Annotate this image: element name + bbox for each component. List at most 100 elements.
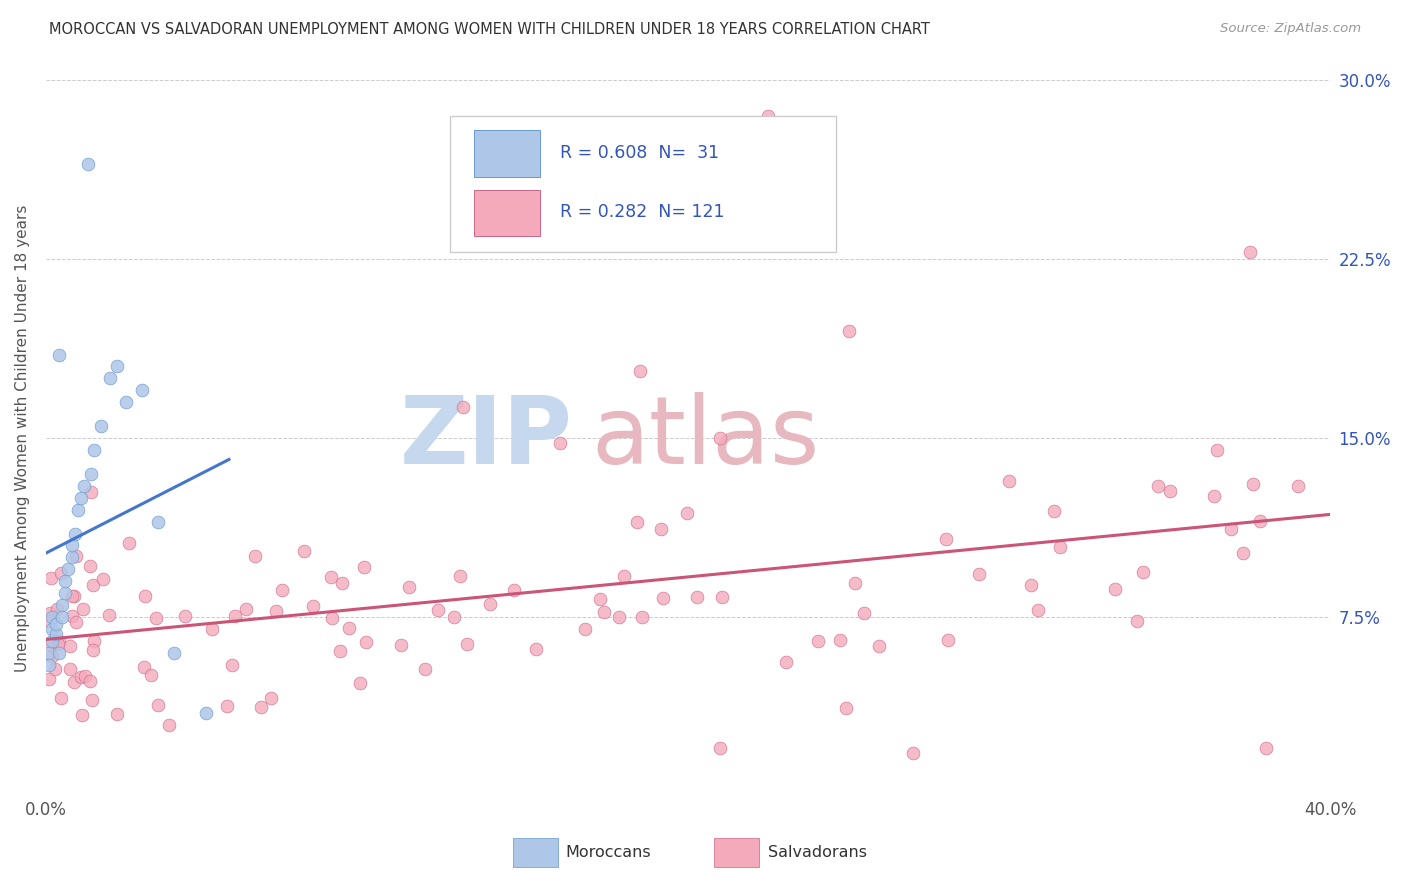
Point [453, 400, 475, 414]
Point [1159, 483, 1181, 498]
Point [593, 605, 616, 619]
FancyBboxPatch shape [474, 130, 540, 177]
Point [70, 491, 93, 505]
Point [1019, 577, 1042, 591]
Point [828, 633, 851, 648]
Point [134, 589, 156, 603]
Point [652, 591, 675, 605]
Point [1043, 504, 1066, 518]
Point [852, 606, 875, 620]
Point [628, 364, 651, 378]
Point [72, 707, 94, 722]
Point [264, 604, 287, 618]
Point [479, 597, 502, 611]
Point [935, 533, 957, 547]
Point [756, 109, 779, 123]
Point [1049, 541, 1071, 555]
Point [1104, 582, 1126, 596]
Text: Source: ZipAtlas.com: Source: ZipAtlas.com [1220, 22, 1361, 36]
Point [650, 522, 672, 536]
Point [58, 662, 80, 676]
Point [63, 526, 86, 541]
Point [39, 607, 62, 621]
Point [60, 539, 83, 553]
Point [83, 442, 105, 457]
Text: R = 0.282  N= 121: R = 0.282 N= 121 [560, 203, 724, 221]
Point [39, 638, 62, 652]
Point [80, 467, 103, 481]
Point [201, 623, 224, 637]
Point [79, 673, 101, 688]
Point [38, 672, 60, 686]
Point [337, 621, 360, 635]
Point [1126, 614, 1149, 628]
Point [39, 571, 62, 585]
Point [58, 562, 80, 576]
Point [91, 572, 114, 586]
FancyBboxPatch shape [474, 190, 540, 236]
Point [82, 578, 104, 592]
Point [62, 589, 84, 603]
Y-axis label: Unemployment Among Women with Children Under 18 years: Unemployment Among Women with Children U… [15, 204, 30, 672]
Point [80, 693, 103, 707]
Point [38, 657, 60, 672]
Point [73, 479, 96, 493]
Point [807, 633, 830, 648]
Point [146, 698, 169, 712]
Point [105, 707, 128, 722]
Point [51, 690, 73, 705]
Point [456, 637, 478, 651]
Point [353, 560, 375, 574]
Point [41, 648, 63, 663]
Point [51, 598, 73, 612]
Point [1220, 522, 1243, 536]
Point [118, 535, 141, 549]
Point [686, 591, 709, 605]
FancyBboxPatch shape [450, 116, 835, 252]
Point [837, 324, 859, 338]
Point [163, 646, 186, 660]
Point [72, 602, 94, 616]
Point [53, 574, 76, 589]
Point [105, 359, 128, 374]
Point [349, 676, 371, 690]
Point [48, 646, 70, 660]
Point [936, 633, 959, 648]
Point [329, 644, 352, 658]
Point [174, 609, 197, 624]
Text: Salvadorans: Salvadorans [768, 846, 866, 860]
Point [59, 639, 82, 653]
Text: R = 0.608  N=  31: R = 0.608 N= 31 [560, 144, 718, 162]
Point [65, 549, 87, 564]
Point [67, 502, 90, 516]
Point [1205, 442, 1227, 457]
Point [709, 741, 731, 756]
Point [588, 592, 610, 607]
Point [49, 566, 72, 581]
Point [1286, 479, 1309, 493]
Point [82, 642, 104, 657]
Point [775, 656, 797, 670]
Point [609, 610, 631, 624]
Text: ZIP: ZIP [399, 392, 572, 484]
Point [45, 627, 67, 641]
Point [1254, 741, 1277, 756]
Point [51, 610, 73, 624]
Point [1249, 514, 1271, 528]
Point [524, 641, 547, 656]
Point [235, 602, 257, 616]
Point [75, 669, 97, 683]
Point [45, 617, 67, 632]
Point [967, 566, 990, 581]
Point [115, 395, 138, 409]
Point [613, 569, 636, 583]
Point [139, 668, 162, 682]
Text: atlas: atlas [592, 392, 820, 484]
Point [48, 634, 70, 648]
Point [1147, 479, 1170, 493]
Point [631, 609, 654, 624]
Point [1241, 477, 1264, 491]
Point [330, 576, 353, 591]
Point [62, 609, 84, 624]
Point [132, 660, 155, 674]
